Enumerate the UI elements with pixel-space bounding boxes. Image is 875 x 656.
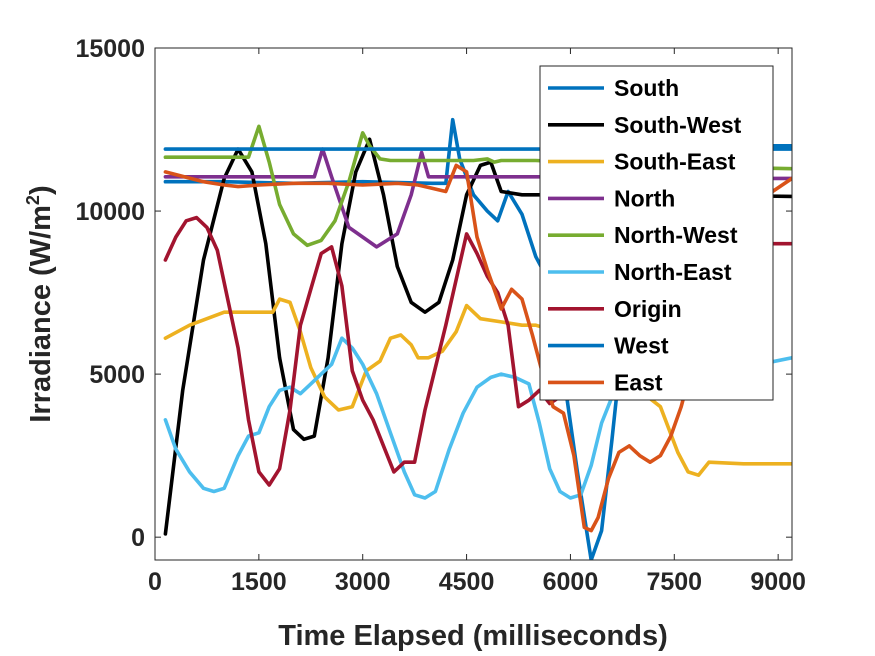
x-tick-label: 4500: [439, 568, 495, 596]
series-line-north-west: [163, 124, 792, 248]
x-tick-label: 3000: [335, 568, 391, 596]
legend-label: Origin: [614, 296, 682, 322]
legend-label: North-West: [614, 222, 738, 248]
legend-label: South-West: [614, 112, 742, 138]
legend-label: West: [614, 333, 669, 359]
series-line-east: [163, 163, 792, 533]
y-axis-label: Irradiance (W/m2): [23, 185, 57, 422]
y-axis-label-main: Irradiance (W/m: [25, 205, 57, 423]
y-tick-label: 0: [131, 524, 145, 552]
plot-frame: [154, 47, 793, 561]
x-tick-label: 9000: [750, 568, 806, 596]
x-tick-label: 1500: [231, 568, 287, 596]
legend: South South-West South-East North North-West…: [539, 65, 774, 401]
x-tick-label: 6000: [543, 568, 599, 596]
series-line-south-west: [163, 137, 792, 536]
series-line-north-east: [163, 336, 792, 500]
legend-label: East: [614, 369, 663, 395]
x-tick-label: 0: [148, 568, 162, 596]
legend-label: North-East: [614, 259, 732, 285]
series-line-south-east: [163, 297, 792, 478]
y-tick-label: 5000: [89, 361, 145, 389]
y-tick-label: 10000: [75, 198, 145, 226]
legend-label: South: [614, 75, 679, 101]
tick-layer: 0 1500 3000 4500 6000 7500 9000 0 5000 10000 15000: [75, 35, 805, 596]
legend-label: North: [614, 185, 675, 211]
y-axis-label-superscript: 2: [23, 195, 43, 205]
y-tick-label: 15000: [75, 35, 145, 63]
x-tick-label: 7500: [646, 568, 702, 596]
x-axis-label: Time Elapsed (milliseconds): [278, 620, 667, 652]
y-axis-label-close: ): [25, 185, 57, 195]
legend-label: South-East: [614, 149, 736, 175]
